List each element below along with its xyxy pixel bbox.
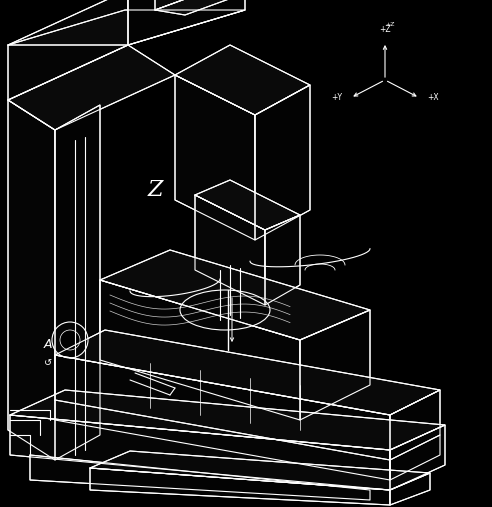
Polygon shape bbox=[10, 415, 390, 490]
Polygon shape bbox=[195, 195, 265, 305]
Text: +Z: +Z bbox=[385, 22, 395, 27]
Circle shape bbox=[52, 322, 88, 358]
Polygon shape bbox=[155, 0, 240, 15]
Text: +Z: +Z bbox=[379, 25, 391, 34]
Polygon shape bbox=[8, 0, 128, 100]
Circle shape bbox=[60, 330, 80, 350]
Polygon shape bbox=[90, 468, 390, 505]
Text: $\circlearrowleft$: $\circlearrowleft$ bbox=[42, 357, 54, 367]
Polygon shape bbox=[8, 100, 55, 460]
Polygon shape bbox=[55, 355, 390, 460]
Ellipse shape bbox=[180, 290, 270, 330]
Polygon shape bbox=[100, 250, 370, 340]
Text: +Y: +Y bbox=[332, 93, 342, 102]
Polygon shape bbox=[175, 45, 310, 115]
Polygon shape bbox=[390, 425, 445, 490]
Polygon shape bbox=[390, 473, 430, 505]
Polygon shape bbox=[265, 215, 300, 305]
Polygon shape bbox=[8, 10, 245, 45]
Polygon shape bbox=[90, 451, 430, 490]
Polygon shape bbox=[128, 0, 245, 45]
Polygon shape bbox=[390, 435, 440, 480]
Polygon shape bbox=[55, 400, 390, 480]
Polygon shape bbox=[300, 310, 370, 420]
Polygon shape bbox=[390, 390, 440, 460]
Polygon shape bbox=[8, 45, 175, 130]
Polygon shape bbox=[175, 75, 255, 240]
Text: $A$: $A$ bbox=[43, 339, 53, 351]
Polygon shape bbox=[195, 180, 300, 230]
Polygon shape bbox=[55, 330, 440, 415]
Polygon shape bbox=[155, 0, 210, 10]
Polygon shape bbox=[100, 280, 300, 420]
Polygon shape bbox=[255, 85, 310, 240]
Text: Z: Z bbox=[147, 179, 163, 201]
Polygon shape bbox=[30, 455, 370, 500]
Polygon shape bbox=[10, 390, 445, 450]
Polygon shape bbox=[55, 105, 100, 460]
Text: +X: +X bbox=[428, 93, 439, 102]
